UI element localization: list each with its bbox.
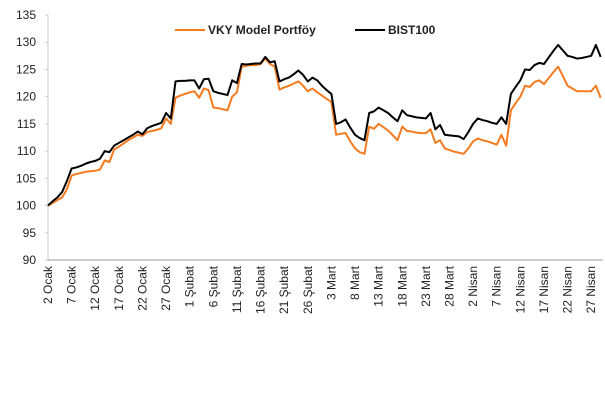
x-tick-label: 22 Nisan	[561, 266, 575, 313]
x-tick-label: 26 Şubat	[301, 265, 315, 314]
x-tick-label: 12 Nisan	[513, 266, 527, 313]
y-tick-label: 135	[16, 8, 36, 22]
x-tick-label: 6 Şubat	[206, 265, 220, 307]
x-tick-label: 27 Ocak	[159, 265, 173, 311]
y-tick-label: 130	[16, 35, 36, 49]
x-tick-label: 22 Ocak	[135, 265, 149, 311]
x-tick-label: 18 Mart	[395, 265, 409, 306]
x-tick-label: 1 Şubat	[183, 265, 197, 307]
x-tick-label: 17 Ocak	[112, 265, 126, 311]
x-tick-label: 3 Mart	[324, 265, 338, 300]
x-tick-label: 13 Mart	[372, 265, 386, 306]
x-tick-label: 28 Mart	[442, 265, 456, 306]
x-tick-label: 7 Ocak	[65, 265, 79, 304]
legend-label: VKY Model Portföy	[208, 23, 316, 37]
x-tick-label: 12 Ocak	[88, 265, 102, 311]
x-tick-label: 23 Mart	[419, 265, 433, 306]
x-tick-label: 2 Nisan	[466, 266, 480, 307]
x-tick-label: 11 Şubat	[230, 265, 244, 313]
legend-label: BIST100	[388, 23, 436, 37]
y-tick-label: 90	[23, 253, 37, 267]
y-tick-label: 100	[16, 199, 36, 213]
x-tick-label: 17 Nisan	[537, 266, 551, 313]
series-line	[47, 43, 602, 207]
x-tick-label: 16 Şubat	[254, 265, 268, 314]
x-tick-label: 7 Nisan	[490, 266, 504, 307]
series-line	[47, 57, 602, 207]
y-tick-label: 115	[17, 117, 36, 131]
x-tick-label: 21 Şubat	[277, 265, 291, 314]
y-tick-label: 125	[16, 62, 36, 76]
y-tick-label: 95	[23, 226, 37, 240]
y-tick-label: 110	[17, 144, 36, 158]
x-tick-label: 2 Ocak	[41, 265, 55, 304]
x-tick-label: 27 Nisan	[584, 266, 598, 313]
y-tick-label: 120	[16, 90, 36, 104]
y-tick-label: 105	[16, 171, 36, 185]
x-tick-label: 8 Mart	[348, 265, 362, 300]
